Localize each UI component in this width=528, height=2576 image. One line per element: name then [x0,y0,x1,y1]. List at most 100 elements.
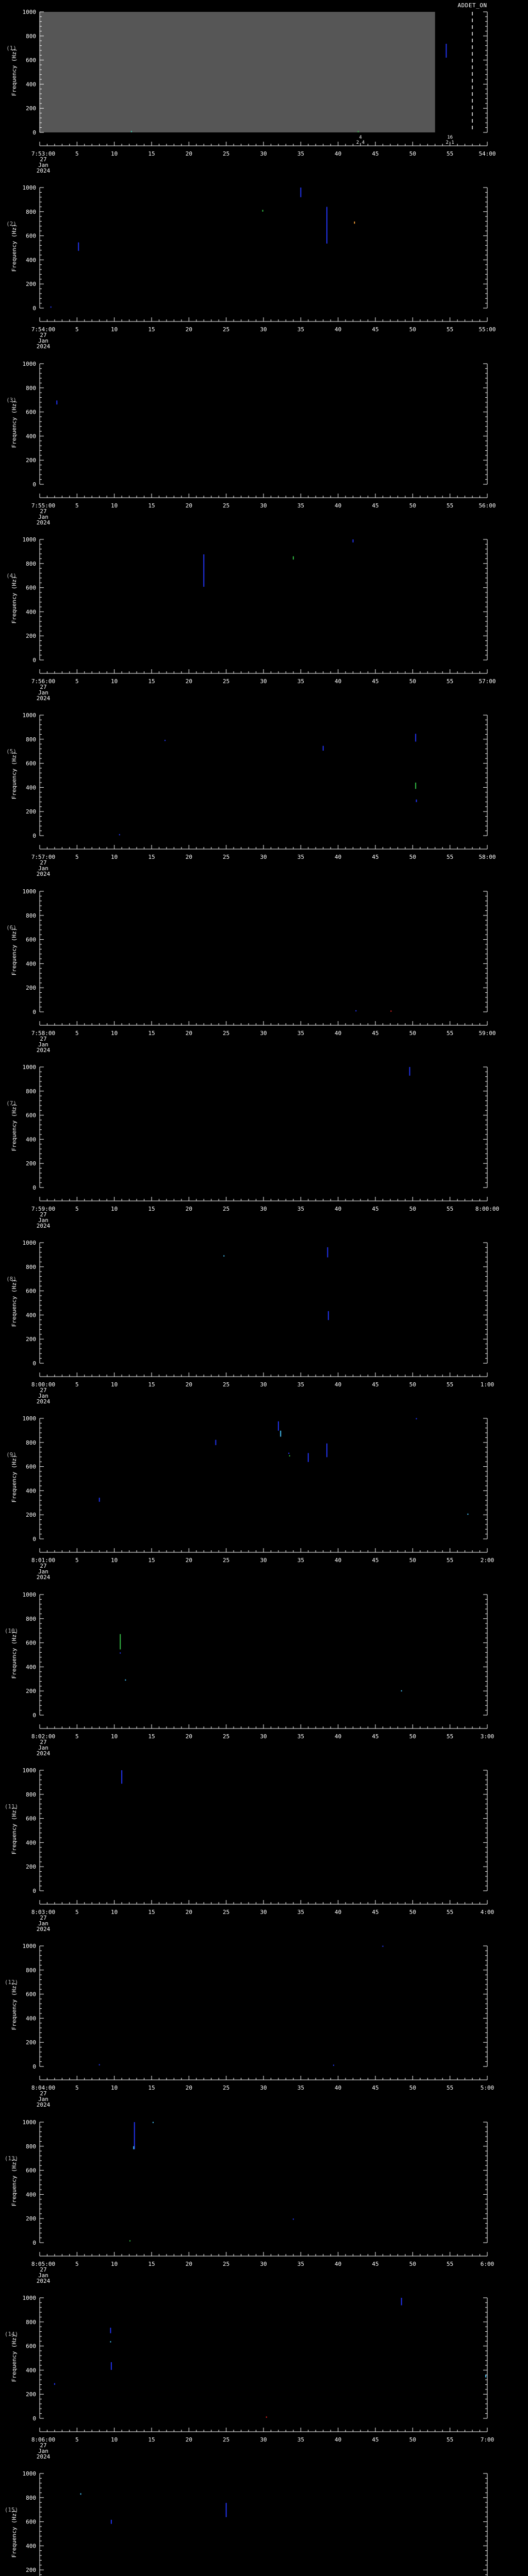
x-tick-label: 55 [447,1030,453,1037]
y-tick-label: 200 [26,1512,36,1518]
y-tick-label: 200 [26,633,36,639]
y-tick-label: 0 [32,2063,36,2070]
x-tick-label: 50 [409,1557,416,1564]
x-tick-label: 35 [298,1381,304,1388]
y-tick-label: 400 [26,1312,36,1318]
x-tick-label: 25 [223,1030,229,1037]
y-tick-label: 1000 [23,1767,37,1774]
y-tick-label: 400 [26,2367,36,2374]
x-tick-label: 55 [447,2436,453,2443]
x-axis-date-line: Jan [38,865,48,872]
x-axis-date-line: 27 [40,2090,46,2097]
y-axis-title: Frequency (Hz) [11,1982,18,2030]
x-tick-label: 10 [111,1909,118,1916]
y-tick-label: 0 [32,1712,36,1719]
y-tick-label: 600 [26,1288,36,1295]
x-start-time-label: 7:57:00 [31,854,55,860]
x-tick-label: 20 [186,854,192,860]
y-tick-label: 800 [26,1967,36,1974]
x-tick-label: 25 [223,326,229,333]
x-tick-label: 35 [298,1733,304,1740]
x-axis-date-line: 2024 [37,2102,51,2108]
x-tick-label: 40 [335,502,341,509]
y-tick-label: 400 [26,1136,36,1143]
y-tick-label: 200 [26,1160,36,1167]
y-tick-label: 0 [32,305,36,312]
y-tick-label: 400 [26,784,36,791]
x-axis-date-line: 2024 [37,1047,51,1054]
x-tick-label: 15 [148,2084,155,2091]
y-axis-title: Frequency (Hz) [11,1631,18,1679]
x-tick-label: 25 [223,1206,229,1212]
x-tick-label: 5 [75,1206,79,1212]
x-tick-label: 55 [447,2261,453,2267]
x-tick-label: 45 [372,1909,378,1916]
x-tick-label: 10 [111,150,118,157]
y-tick-label: 800 [26,561,36,567]
x-axis-date-line: 2024 [37,695,51,702]
y-tick-label: 600 [26,57,36,64]
spectrogram-panel: 0 200 400 600 800 1000 5 10 15 20 25 30 35 40 45 50 55 7:… [6,9,496,174]
y-tick-label: 400 [26,1664,36,1670]
x-tick-label: 20 [186,2084,192,2091]
y-tick-label: 400 [26,608,36,615]
y-tick-label: 1000 [23,9,37,15]
x-tick-label: 35 [298,678,304,685]
y-tick-label: 0 [32,833,36,839]
x-axis-date-line: 27 [40,1914,46,1921]
x-tick-label: 35 [298,854,304,860]
x-tick-label: 55 [447,854,453,860]
x-tick-label: 20 [186,502,192,509]
y-axis-title: Frequency (Hz) [11,400,18,448]
x-axis-date-line: 2024 [37,1398,51,1405]
y-tick-label: 1000 [23,184,37,191]
spectrogram-panel: 0 200 400 600 800 1000 5 10 15 20 25 30 35 40 45 50 55 8:… [6,1415,494,1581]
y-tick-label: 1000 [23,1064,37,1071]
x-tick-label: 20 [186,2436,192,2443]
x-tick-label: 10 [111,326,118,333]
panel-index-label: (2) [6,221,16,227]
y-tick-label: 1000 [23,2470,37,2477]
y-tick-label: 1000 [23,888,37,895]
x-tick-label: 35 [298,1557,304,1564]
y-axis-title: Frequency (Hz) [11,752,18,800]
no-data-region [40,12,435,132]
y-tick-label: 400 [26,2543,36,2549]
spectrogram-panel: 0 200 400 600 800 1000 5 10 15 20 25 30 35 40 45 50 55 8:… [5,1591,494,1757]
x-tick-label: 5 [75,1381,79,1388]
x-tick-label: 15 [148,2436,155,2443]
y-tick-label: 600 [26,585,36,591]
x-tick-label: 55 [447,502,453,509]
x-tick-label: 45 [372,1206,378,1212]
x-start-time-label: 8:05:00 [31,2261,55,2267]
y-tick-label: 200 [26,2567,36,2573]
x-end-time-label: 7:00 [481,2436,494,2443]
spectrogram-panel: 0 200 400 600 800 1000 5 10 15 20 25 30 35 40 45 50 55 7:… [6,1064,499,1229]
detection-annotation-bottom: 2.4 [356,140,365,145]
y-axis-title: Frequency (Hz) [11,224,18,272]
x-tick-label: 55 [447,326,453,333]
y-tick-label: 0 [32,2415,36,2422]
panel-index-label: (11) [5,1803,19,1810]
x-tick-label: 15 [148,678,155,685]
x-tick-label: 30 [260,854,267,860]
x-tick-label: 5 [75,502,79,509]
x-tick-label: 45 [372,2436,378,2443]
x-start-time-label: 7:53:00 [31,150,55,157]
x-axis-date-line: 2024 [37,2278,51,2284]
x-tick-label: 15 [148,1206,155,1212]
x-tick-label: 5 [75,1733,79,1740]
y-tick-label: 400 [26,81,36,88]
x-tick-label: 45 [372,1381,378,1388]
x-tick-label: 5 [75,678,79,685]
spectrogram-panel: 0 200 400 600 800 1000 5 10 15 20 25 30 35 40 45 50 55 8:… [5,1767,494,1933]
y-tick-label: 400 [26,960,36,967]
x-tick-label: 5 [75,326,79,333]
x-tick-label: 45 [372,1030,378,1037]
x-tick-label: 40 [335,2436,341,2443]
y-tick-label: 1000 [23,1591,37,1598]
x-axis-date-line: 27 [40,1211,46,1218]
x-start-time-label: 8:00:00 [31,1381,55,1388]
x-axis-date-line: 27 [40,2442,46,2449]
x-tick-label: 35 [298,150,304,157]
